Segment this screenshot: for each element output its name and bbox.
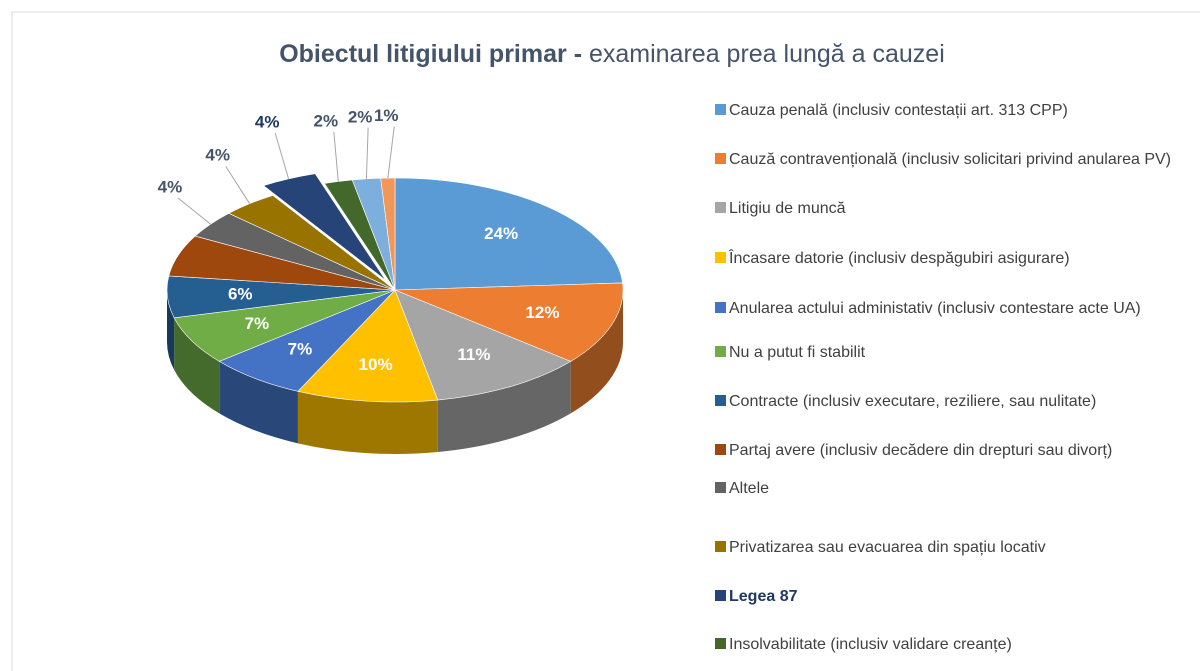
legend-label: Nu a putut fi stabilit: [729, 344, 866, 361]
data-label: 10%: [359, 355, 393, 374]
legend-swatch: [715, 590, 726, 601]
leader-line: [225, 165, 251, 204]
leader-line: [333, 131, 339, 182]
title-bold: Obiectul litigiului primar -: [279, 40, 582, 68]
legend-swatch: [715, 252, 726, 263]
border: [11, 11, 1200, 671]
chart-title: Obiectul litigiului primar - examinarea …: [279, 40, 945, 68]
legend-label: Altele: [729, 480, 770, 497]
legend-swatch: [715, 346, 726, 357]
legend-label: Încasare datorie (inclusiv despăgubiri a…: [729, 250, 1070, 267]
slice: [297, 289, 439, 403]
legend-item: Încasare datorie (inclusiv despăgubiri a…: [715, 249, 1185, 269]
legend-item: Privatizarea sau evacuarea din spațiu lo…: [715, 538, 1185, 558]
slice-side: [174, 317, 220, 414]
title-rest: examinarea prea lungă a cauzei: [589, 40, 945, 68]
data-label: 1%: [374, 106, 399, 125]
slice-side: [297, 391, 438, 455]
slice-side: [167, 290, 175, 370]
leader-line: [177, 197, 211, 225]
slice: [262, 173, 386, 281]
legend-item: Legea 87: [715, 587, 1185, 607]
legend-item: Partaj avere (inclusiv decădere din drep…: [715, 441, 1185, 461]
slice-side: [437, 361, 571, 453]
data-label: 11%: [457, 345, 490, 364]
slice: [394, 289, 572, 401]
legend-label: Anularea actului administativ (inclusiv …: [729, 300, 1141, 317]
legend-item: Nu a putut fi stabilit: [715, 343, 1185, 363]
slice: [228, 195, 396, 291]
data-label: 4%: [158, 177, 183, 196]
data-label: 4%: [255, 113, 280, 132]
legend-item: Anularea actului administativ (inclusiv …: [715, 299, 1185, 319]
legend-label: Cauză contravențională (inclusiv solicit…: [729, 151, 1171, 168]
slice-side: [219, 361, 298, 444]
legend-item: Insolvabilitate (inclusiv validare crean…: [715, 635, 1185, 655]
slice-side: [570, 290, 623, 414]
data-label: 2%: [348, 107, 373, 126]
slice: [394, 177, 623, 291]
legend-swatch: [715, 302, 726, 313]
data-label: 7%: [288, 340, 313, 359]
legend-label: Privatizarea sau evacuarea din spațiu lo…: [729, 539, 1046, 556]
legend-label: Contracte (inclusiv executare, reziliere…: [729, 393, 1097, 410]
leader-line: [365, 127, 369, 179]
legend-label: Insolvabilitate (inclusiv validare crean…: [729, 636, 1012, 653]
legend-swatch: [715, 153, 726, 164]
legend-item: Altele: [715, 479, 1185, 499]
data-label: 7%: [245, 314, 270, 333]
legend-swatch: [715, 104, 726, 115]
legend-swatch: [715, 541, 726, 552]
slice: [394, 282, 624, 362]
data-label: 2%: [314, 111, 339, 130]
legend-label: Legea 87: [729, 588, 798, 605]
leader-line: [274, 133, 290, 180]
legend-item: Litigiu de muncă: [715, 199, 1185, 219]
legend-item: Cauza penală (inclusiv contestații art. …: [715, 101, 1185, 121]
data-label: 6%: [228, 284, 253, 303]
legend-label: Partaj avere (inclusiv decădere din drep…: [729, 442, 1113, 459]
legend-swatch: [715, 482, 726, 493]
legend-label: Litigiu de muncă: [729, 200, 846, 217]
legend-swatch: [715, 444, 726, 455]
leader-line: [387, 126, 395, 179]
legend-item: Cauză contravențională (inclusiv solicit…: [715, 150, 1185, 170]
legend-swatch: [715, 202, 726, 213]
legend-item: Contracte (inclusiv executare, reziliere…: [715, 392, 1185, 412]
legend-swatch: [715, 638, 726, 649]
data-label: 4%: [205, 146, 230, 165]
data-label: 24%: [484, 224, 518, 243]
data-label: 12%: [525, 303, 559, 322]
legend-label: Cauza penală (inclusiv contestații art. …: [729, 102, 1068, 119]
legend-swatch: [715, 395, 726, 406]
